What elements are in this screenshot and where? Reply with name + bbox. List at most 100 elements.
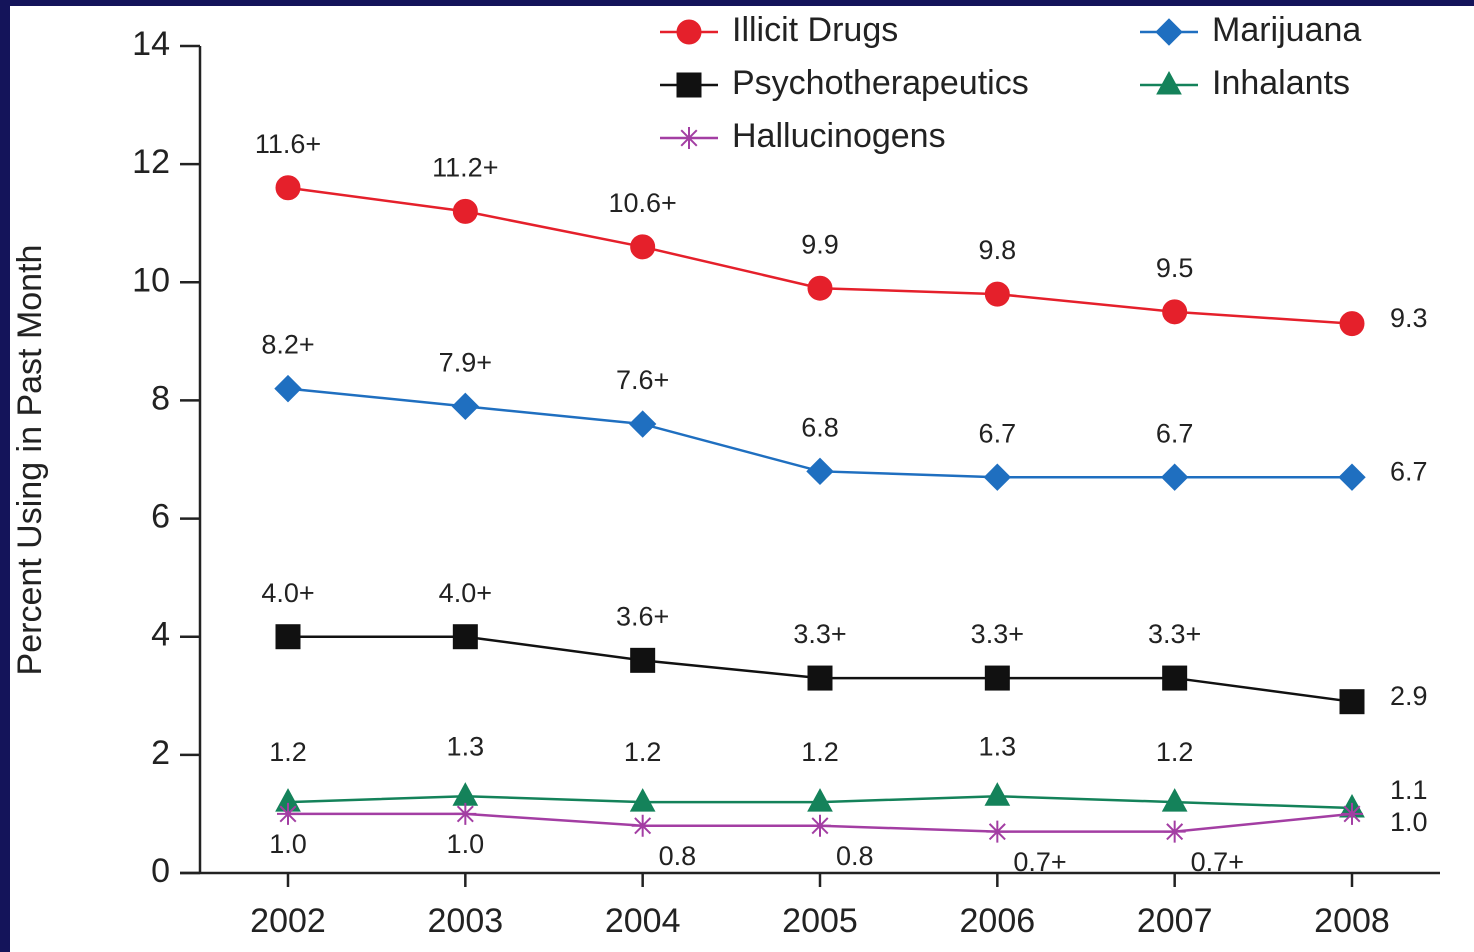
data-label: 0.8 [659,841,697,871]
data-point [984,281,1010,307]
legend-entry: Marijuana [1140,11,1361,49]
data-label: 9.8 [979,235,1017,265]
y-tick-label: 2 [151,734,170,772]
data-point [631,814,654,837]
data-label: 1.3 [979,731,1017,761]
data-point [630,234,656,260]
data-point [275,175,301,201]
data-point [986,820,1009,843]
data-label: 11.2+ [432,153,498,183]
data-label: 1.1 [1390,775,1428,805]
data-label: 6.7 [1390,456,1428,486]
data-point [807,275,833,301]
y-tick-label: 10 [132,261,170,299]
legend-entry: Psychotherapeutics [660,64,1029,102]
x-tick-label: 2006 [960,902,1036,940]
data-label: 6.7 [1156,418,1194,448]
data-label: 3.3+ [793,619,846,649]
x-tick-label: 2008 [1314,902,1390,940]
legend-entry: Hallucinogens [660,117,946,155]
legend-entry: Illicit Drugs [660,11,898,49]
legend-label: Inhalants [1212,64,1350,102]
data-label: 3.3+ [971,619,1024,649]
data-label: 3.6+ [616,601,669,631]
data-point [454,802,477,825]
data-point [630,647,656,673]
data-label: 0.8 [836,841,874,871]
data-point [629,788,656,812]
data-label: 7.6+ [616,365,669,395]
data-point [983,463,1012,491]
x-tick-label: 2003 [428,902,504,940]
data-point [1161,788,1188,812]
data-point [275,624,301,650]
data-point [807,665,833,691]
data-point [1162,665,1188,691]
legend-marker [1155,18,1183,46]
data-point [1341,802,1363,825]
y-tick-label: 14 [132,25,170,63]
data-point [451,392,480,421]
data-point [1338,463,1366,491]
x-tick-label: 2002 [250,902,326,940]
data-point [1339,311,1365,337]
data-label: 11.6+ [255,129,321,159]
data-label: 6.8 [801,412,839,442]
data-label: 9.3 [1390,303,1428,333]
y-tick-label: 8 [151,379,170,417]
data-point [1163,820,1186,843]
legend-label: Illicit Drugs [732,11,898,49]
data-label: 7.9+ [439,347,492,377]
data-point [452,624,478,650]
legend-entry: Inhalants [1140,64,1350,102]
plot-background [10,6,1474,952]
x-tick-label: 2004 [605,902,681,940]
data-label: 1.0 [447,829,485,859]
data-point [628,410,657,438]
data-point [1160,463,1189,491]
data-point [809,814,831,837]
data-label: 4.0+ [439,578,492,608]
x-tick-label: 2007 [1137,902,1213,940]
legend-marker [678,127,700,149]
data-label: 0.7+ [1191,847,1244,877]
data-label: 1.0 [269,829,307,859]
data-point [274,374,302,403]
data-label: 1.0 [1390,807,1428,837]
legend-marker [676,72,702,98]
legend-marker [1156,70,1182,95]
data-label: 1.2 [269,737,307,767]
data-label: 1.2 [624,737,662,767]
data-point [452,198,478,224]
legend-label: Psychotherapeutics [732,64,1029,102]
legend-label: Marijuana [1212,11,1361,49]
data-point [806,457,834,486]
data-point [807,788,833,812]
data-label: 6.7 [979,418,1017,448]
data-label: 3.3+ [1148,619,1201,649]
x-tick-label: 2005 [782,902,858,940]
data-point [1339,689,1365,715]
data-label: 1.2 [1156,737,1194,767]
data-label: 0.7+ [1013,847,1066,877]
data-label: 2.9 [1390,681,1428,711]
data-label: 10.6+ [609,188,677,218]
data-label: 9.5 [1156,253,1194,283]
data-label: 1.3 [447,731,485,761]
y-tick-label: 0 [151,852,170,890]
y-axis-label: Percent Using in Past Month [11,245,49,676]
data-label: 4.0+ [261,578,314,608]
data-label: 1.2 [801,737,839,767]
data-point [277,802,299,825]
y-tick-label: 12 [132,143,170,181]
data-label: 9.9 [801,229,839,259]
y-tick-label: 4 [151,616,170,654]
data-label: 8.2+ [261,330,314,360]
y-tick-label: 6 [151,498,170,536]
legend-label: Hallucinogens [732,117,946,155]
data-point [1162,299,1188,325]
data-point [984,782,1011,806]
legend-marker [676,19,702,45]
data-point [984,665,1010,691]
